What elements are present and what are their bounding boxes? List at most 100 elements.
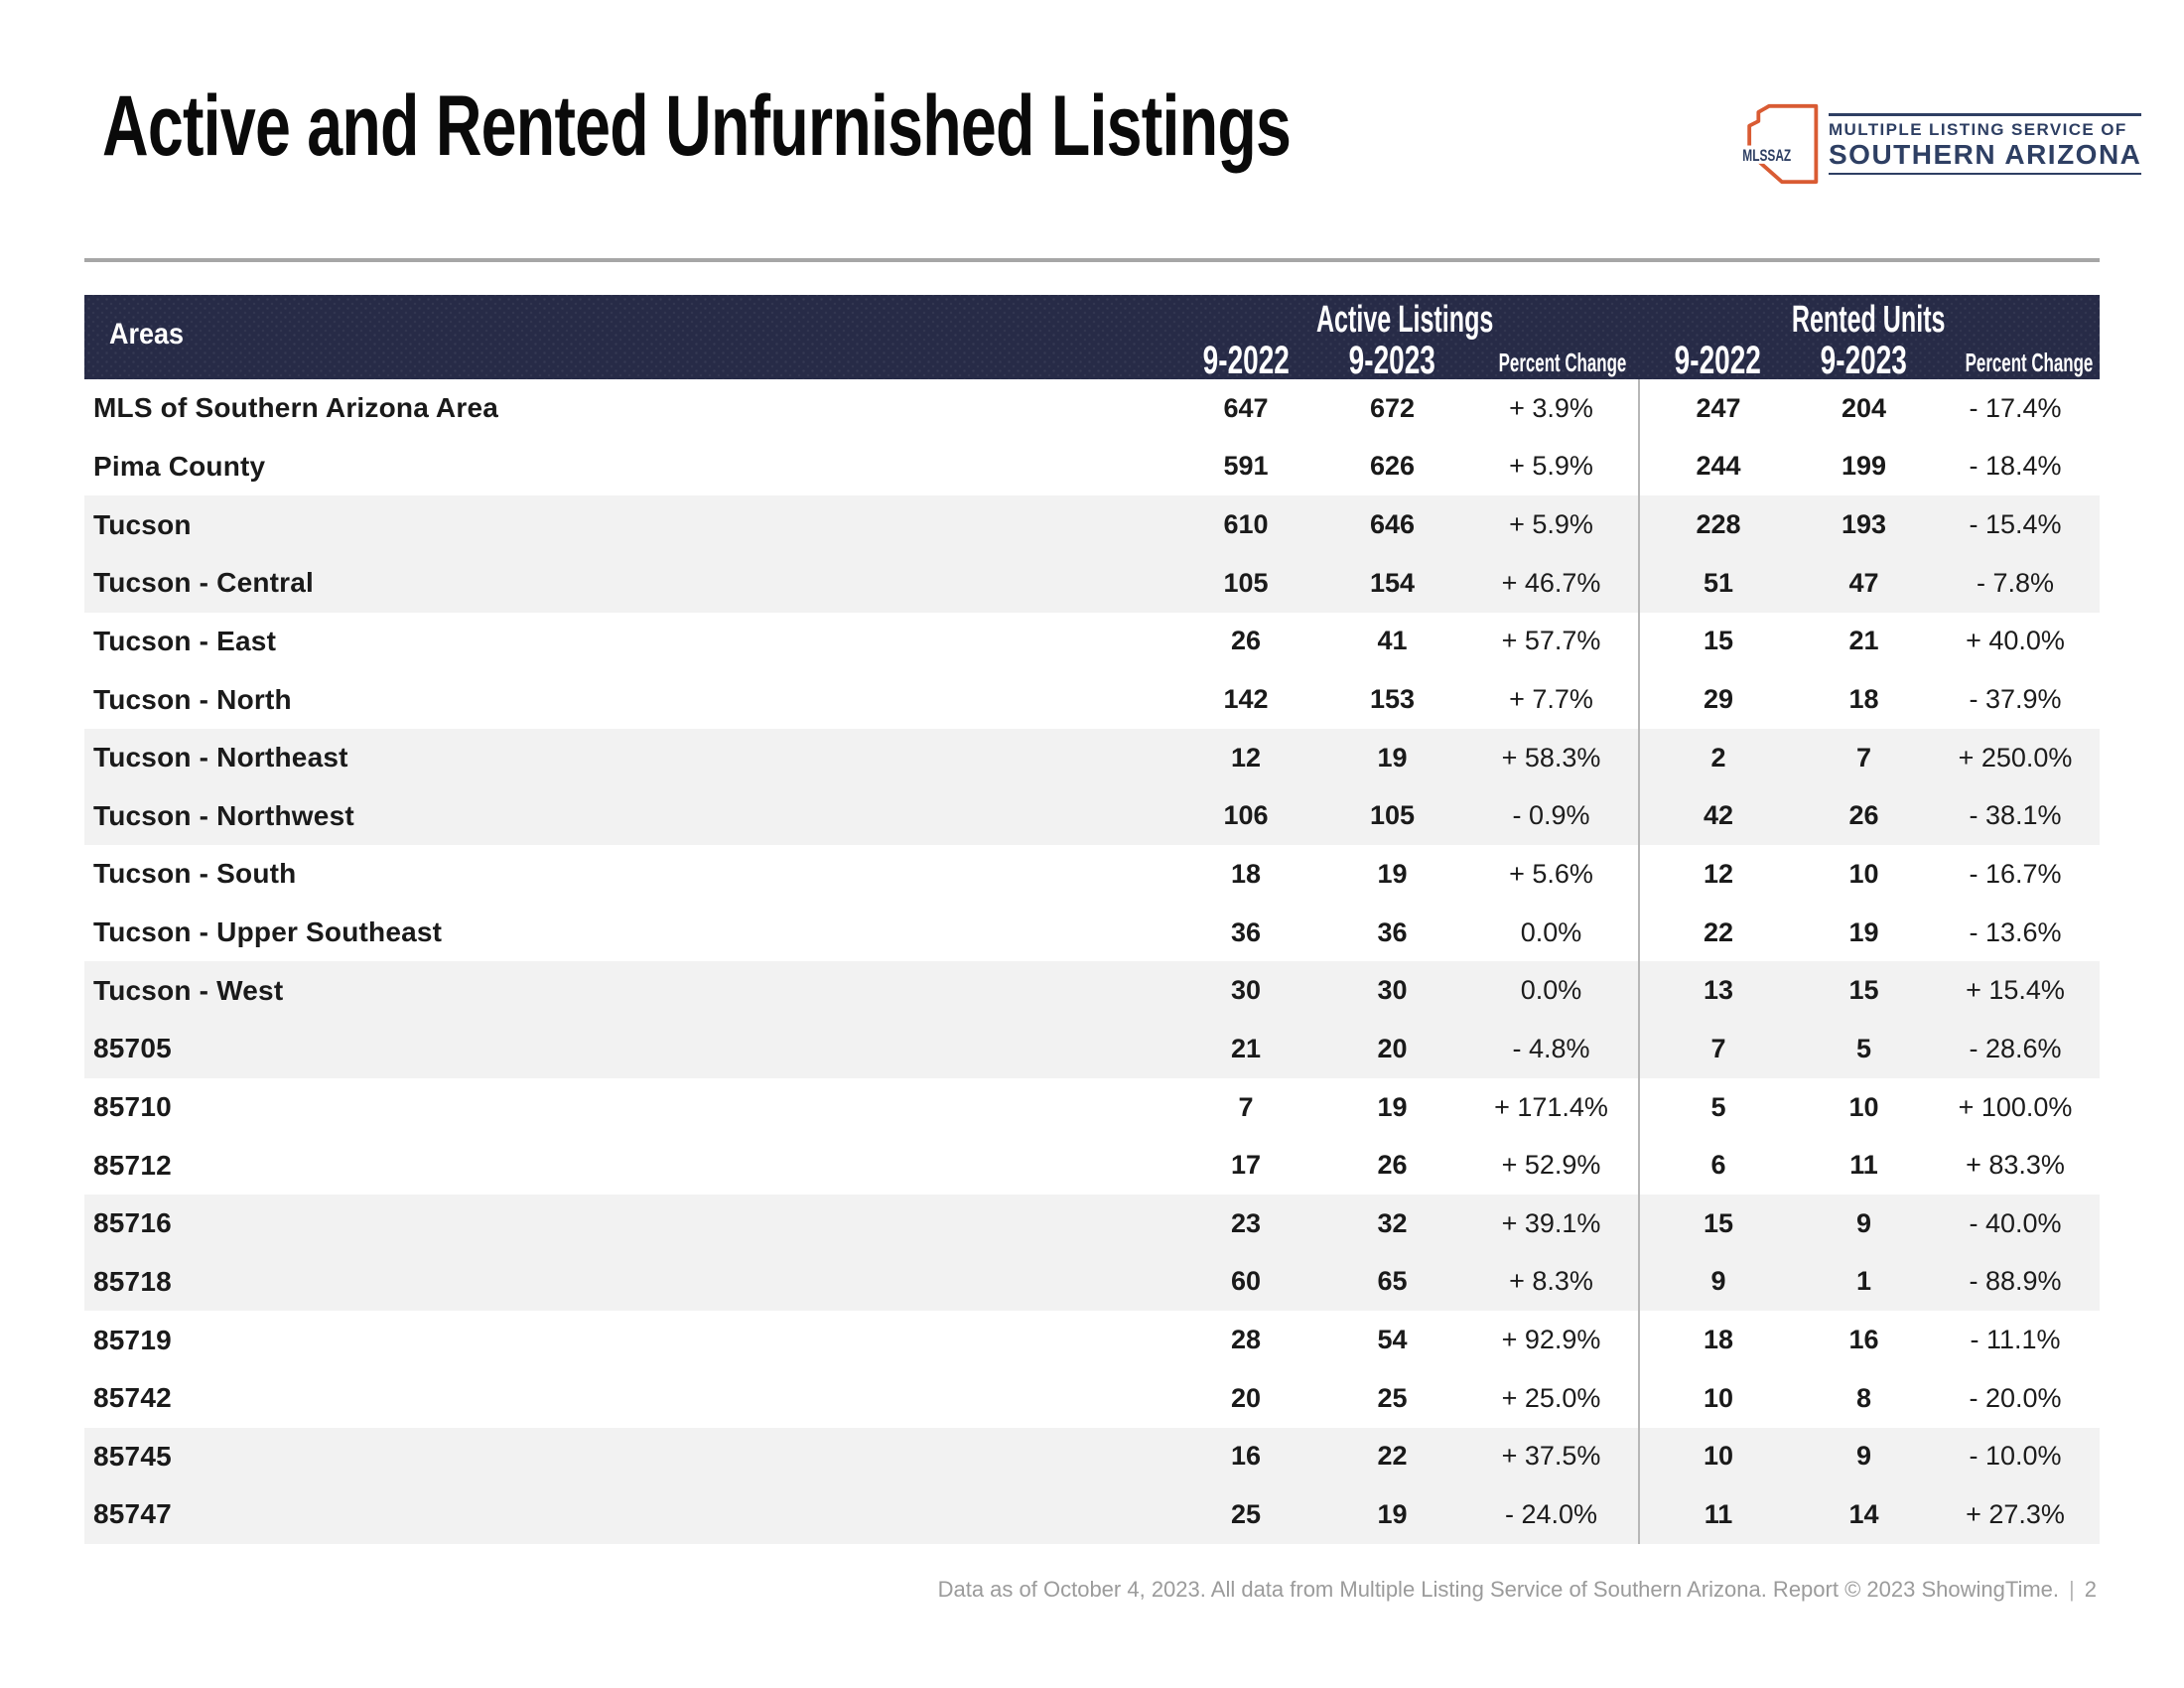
rented-percent-change: - 17.4% — [1969, 392, 2062, 423]
rented-2023-value: 47 — [1848, 567, 1879, 598]
active-percent-change: + 57.7% — [1501, 626, 1601, 656]
rented-percent-change: + 27.3% — [1966, 1498, 2065, 1529]
table-row: Tucson - Upper Southeast 36 36 0.0% 22 1… — [84, 903, 2100, 962]
active-percent-change: - 24.0% — [1504, 1498, 1598, 1529]
rented-percent-change: - 7.8% — [1976, 567, 2055, 598]
area-label: Tucson - Central — [93, 567, 315, 599]
area-label: Tucson - Upper Southeast — [93, 916, 443, 948]
active-2022-column-header: 9-2022 — [1202, 339, 1290, 382]
area-label: 85712 — [93, 1149, 172, 1181]
table-row: Tucson - North 142 153 + 7.7% 29 18 - 37… — [84, 670, 2100, 729]
table-row: Tucson - Northwest 106 105 - 0.9% 42 26 … — [84, 786, 2100, 846]
table-row: 85716 23 32 + 39.1% 15 9 - 40.0% — [84, 1194, 2100, 1253]
rented-percent-change: - 88.9% — [1969, 1266, 2062, 1297]
table-row: Pima County 591 626 + 5.9% 244 199 - 18.… — [84, 437, 2100, 496]
logo-rule-top — [1829, 112, 2142, 116]
area-label: 85710 — [93, 1091, 172, 1122]
active-percent-change: 0.0% — [1520, 975, 1582, 1006]
active-percent-change: - 0.9% — [1512, 800, 1590, 831]
table-row: MLS of Southern Arizona Area 647 672 + 3… — [84, 379, 2100, 438]
active-2022-value: 12 — [1230, 742, 1262, 773]
active-2022-value: 16 — [1230, 1441, 1262, 1472]
active-percent-change: + 25.0% — [1501, 1382, 1601, 1413]
area-label: Tucson — [93, 508, 192, 540]
page-footer: Data as of October 4, 2023. All data fro… — [938, 1577, 2097, 1603]
active-percent-change: + 7.7% — [1509, 684, 1593, 715]
active-2022-value: 23 — [1230, 1207, 1262, 1238]
active-percent-change: - 4.8% — [1512, 1033, 1590, 1063]
active-percent-change: 0.0% — [1520, 916, 1582, 947]
table-row: 85747 25 19 - 24.0% 11 14 + 27.3% — [84, 1485, 2100, 1544]
active-2023-value: 54 — [1377, 1325, 1408, 1355]
footer-text: Data as of October 4, 2023. All data fro… — [937, 1577, 2060, 1602]
rented-percent-change: - 11.1% — [1970, 1325, 2061, 1355]
rented-2023-value: 9 — [1855, 1441, 1872, 1472]
logo-text: MULTIPLE LISTING SERVICE OF SOUTHERN ARI… — [1829, 112, 2142, 176]
listings-table: Areas Active Listings Rented Units 9-202… — [84, 295, 2100, 1544]
table-row: 85710 7 19 + 171.4% 5 10 + 100.0% — [84, 1077, 2100, 1137]
table-row: Tucson - Central 105 154 + 46.7% 51 47 -… — [84, 553, 2100, 613]
active-2022-value: 26 — [1230, 626, 1262, 656]
rented-2022-value: 10 — [1638, 1427, 1797, 1486]
rented-2022-value: 13 — [1638, 961, 1797, 1021]
active-2022-value: 20 — [1230, 1382, 1262, 1413]
active-2023-value: 105 — [1369, 800, 1416, 831]
active-2023-value: 626 — [1369, 451, 1416, 482]
rented-percent-change: - 15.4% — [1969, 509, 2062, 540]
rented-percent-column-header: Percent Change — [1965, 348, 2094, 377]
active-2022-value: 610 — [1223, 509, 1269, 540]
area-label: MLS of Southern Arizona Area — [93, 392, 498, 424]
active-percent-change: + 92.9% — [1501, 1325, 1601, 1355]
active-2023-value: 25 — [1377, 1382, 1408, 1413]
active-percent-change: + 52.9% — [1501, 1150, 1601, 1181]
rented-2023-value: 11 — [1849, 1150, 1878, 1181]
active-percent-change: + 39.1% — [1501, 1207, 1601, 1238]
active-2023-value: 26 — [1377, 1150, 1408, 1181]
rented-2022-value: 15 — [1638, 1194, 1797, 1253]
rented-2023-value: 18 — [1848, 684, 1879, 715]
active-percent-change: + 3.9% — [1509, 392, 1593, 423]
table-body: MLS of Southern Arizona Area 647 672 + 3… — [84, 379, 2100, 1544]
active-2022-value: 7 — [1238, 1091, 1254, 1122]
rented-percent-change: - 38.1% — [1969, 800, 2062, 831]
active-2022-value: 17 — [1230, 1150, 1262, 1181]
page-title: Active and Rented Unfurnished Listings — [102, 83, 1687, 169]
rented-2022-value: 2 — [1638, 728, 1797, 787]
active-2023-value: 154 — [1369, 567, 1416, 598]
table-row: Tucson - South 18 19 + 5.6% 12 10 - 16.7… — [84, 845, 2100, 904]
active-2023-value: 19 — [1377, 1498, 1408, 1529]
table-row: Tucson - East 26 41 + 57.7% 15 21 + 40.0… — [84, 612, 2100, 671]
rented-2023-value: 19 — [1848, 916, 1879, 947]
active-percent-change: + 5.9% — [1509, 451, 1593, 482]
area-label: Pima County — [93, 450, 266, 482]
rented-percent-change: - 40.0% — [1969, 1207, 2062, 1238]
active-2023-value: 65 — [1377, 1266, 1408, 1297]
rented-2022-value: 12 — [1638, 845, 1797, 904]
areas-column-header: Areas — [109, 317, 185, 351]
rented-2022-value: 244 — [1638, 437, 1797, 496]
rented-2023-value: 10 — [1848, 1091, 1879, 1122]
active-2022-value: 18 — [1230, 858, 1262, 889]
logo-rule-bottom — [1829, 173, 2142, 176]
rented-2022-value: 10 — [1638, 1368, 1797, 1428]
rented-percent-change: - 18.4% — [1969, 451, 2062, 482]
rented-percent-change: - 28.6% — [1969, 1033, 2062, 1063]
active-percent-column-header: Percent Change — [1498, 348, 1627, 377]
rented-2022-value: 5 — [1638, 1077, 1797, 1137]
rented-percent-change: + 15.4% — [1966, 975, 2065, 1006]
active-percent-change: + 37.5% — [1501, 1441, 1601, 1472]
active-2022-value: 30 — [1230, 975, 1262, 1006]
active-percent-change: + 5.6% — [1509, 858, 1593, 889]
active-2023-value: 32 — [1377, 1207, 1408, 1238]
active-2023-value: 19 — [1377, 742, 1408, 773]
rented-percent-change: - 10.0% — [1969, 1441, 2062, 1472]
arizona-state-icon: MLSSAZ — [1743, 103, 1819, 185]
area-label: 85705 — [93, 1033, 172, 1064]
rented-2022-value: 18 — [1638, 1311, 1797, 1369]
active-percent-change: + 46.7% — [1501, 567, 1601, 598]
active-2022-value: 591 — [1223, 451, 1269, 482]
logo-abbr: MLSSAZ — [1743, 146, 1791, 165]
table-row: 85705 21 20 - 4.8% 7 5 - 28.6% — [84, 1020, 2100, 1078]
active-2023-value: 36 — [1377, 916, 1408, 947]
